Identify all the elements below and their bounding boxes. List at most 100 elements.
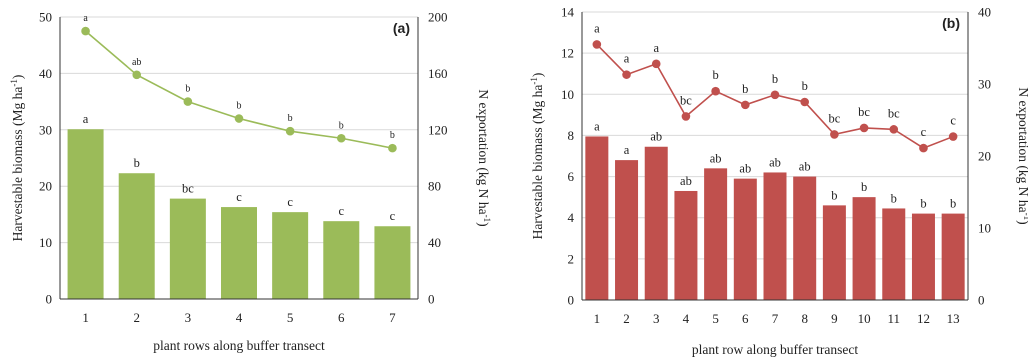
x-tick-label: 7 xyxy=(389,310,396,325)
x-tick-label: 5 xyxy=(712,311,719,326)
line-point xyxy=(919,143,928,153)
line-point xyxy=(388,143,397,153)
y2-axis-title: N exportation (kg N ha-1) xyxy=(1016,87,1028,224)
y2-tick-label: 0 xyxy=(428,292,435,307)
x-tick-label: 12 xyxy=(917,311,930,326)
line-point xyxy=(741,100,750,110)
line-significance-label: b xyxy=(185,84,190,95)
bar xyxy=(674,190,698,300)
line-significance-label: c xyxy=(921,125,927,139)
line-significance-label: b xyxy=(802,79,808,93)
bar-significance-label: a xyxy=(624,143,630,157)
bar-significance-label: b xyxy=(861,180,867,194)
y-tick-label: 10 xyxy=(561,87,574,102)
bar xyxy=(615,160,639,300)
line-significance-label: b xyxy=(339,120,344,131)
x-tick-label: 11 xyxy=(888,311,901,326)
y-axis-title: Harvestable biomass (Mg ha-1) xyxy=(529,73,545,240)
y2-tick-label: 30 xyxy=(978,77,991,92)
bar-significance-label: b xyxy=(891,191,897,205)
bar xyxy=(585,136,609,300)
x-tick-label: 5 xyxy=(287,310,294,325)
bar xyxy=(67,129,104,299)
line-point xyxy=(681,112,691,121)
bar-significance-label: ab xyxy=(739,162,751,176)
y-tick-label: 2 xyxy=(568,251,575,266)
bar-significance-label: ab xyxy=(769,155,781,169)
bar xyxy=(374,226,411,299)
y-axis-title: Harvestable biomass (Mg ha-1) xyxy=(9,75,25,242)
bar-significance-label: c xyxy=(287,195,293,209)
y-tick-label: 0 xyxy=(568,293,575,308)
x-tick-label: 1 xyxy=(594,311,601,326)
series-line xyxy=(85,30,393,149)
x-tick-label: 4 xyxy=(683,311,690,326)
bar xyxy=(323,221,360,299)
y2-tick-label: 80 xyxy=(428,179,441,194)
x-tick-label: 8 xyxy=(801,311,808,326)
line-point xyxy=(830,130,839,139)
bar xyxy=(793,176,817,300)
line-significance-label: a xyxy=(594,21,600,35)
line-point xyxy=(234,114,244,123)
x-tick-label: 1 xyxy=(82,310,89,325)
bar-significance-label: ab xyxy=(710,151,722,165)
bar xyxy=(911,213,935,300)
bar xyxy=(118,173,155,299)
x-tick-label: 6 xyxy=(742,311,749,326)
x-tick-label: 6 xyxy=(338,310,345,325)
y-tick-label: 50 xyxy=(39,10,52,25)
x-tick-label: 7 xyxy=(772,311,779,326)
line-point xyxy=(336,133,346,143)
line-point xyxy=(889,125,899,134)
line-point xyxy=(948,132,958,141)
bar-significance-label: b xyxy=(950,197,956,211)
y-tick-label: 8 xyxy=(568,128,575,143)
line-point xyxy=(285,126,295,136)
bar-significance-label: ab xyxy=(650,130,662,144)
x-tick-label: 13 xyxy=(947,311,960,326)
bar xyxy=(822,205,846,300)
x-tick-label: 10 xyxy=(858,311,871,326)
y2-tick-label: 40 xyxy=(428,235,441,250)
bar-significance-label: b xyxy=(831,188,837,202)
line-point xyxy=(81,26,90,36)
bar-significance-label: c xyxy=(390,209,396,223)
line-significance-label: b xyxy=(237,101,242,112)
x-axis-title: plant rows along buffer transect xyxy=(153,338,325,353)
bar xyxy=(733,178,757,300)
bar xyxy=(272,212,309,299)
line-significance-label: a xyxy=(653,41,659,55)
bar-significance-label: ab xyxy=(680,174,692,188)
line-significance-label: bc xyxy=(888,106,900,120)
bar xyxy=(221,207,257,299)
y-tick-label: 14 xyxy=(561,5,575,20)
y-tick-label: 10 xyxy=(39,235,52,250)
line-point xyxy=(132,70,142,80)
line-significance-label: b xyxy=(772,72,778,86)
panel-label: (a) xyxy=(393,20,410,36)
y-tick-label: 4 xyxy=(568,210,575,225)
y2-tick-label: 20 xyxy=(978,149,991,164)
line-significance-label: bc xyxy=(680,93,692,107)
y-tick-label: 20 xyxy=(39,179,52,194)
bar-significance-label: c xyxy=(339,204,345,218)
y-tick-label: 40 xyxy=(39,66,52,81)
line-point xyxy=(592,40,602,49)
line-significance-label: b xyxy=(742,82,748,96)
bar xyxy=(704,168,728,300)
line-significance-label: bc xyxy=(828,111,840,125)
panel-label: (b) xyxy=(942,15,960,31)
y-tick-label: 12 xyxy=(561,46,574,61)
y2-tick-label: 120 xyxy=(428,122,448,137)
bar-significance-label: c xyxy=(236,190,242,204)
y-tick-label: 0 xyxy=(46,292,53,307)
bar xyxy=(763,172,787,300)
bar xyxy=(852,197,876,300)
line-point xyxy=(711,86,720,96)
y2-tick-label: 10 xyxy=(978,221,991,236)
bar xyxy=(941,213,965,300)
bar-significance-label: b xyxy=(134,156,140,170)
y2-axis-title: N exportation (kg N ha-1) xyxy=(476,89,492,226)
